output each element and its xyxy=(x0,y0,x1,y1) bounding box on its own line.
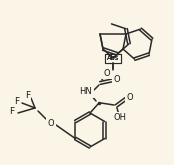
Text: O: O xyxy=(48,119,54,129)
FancyBboxPatch shape xyxy=(105,53,121,63)
Text: F: F xyxy=(9,108,15,116)
FancyBboxPatch shape xyxy=(105,53,121,63)
Text: F: F xyxy=(14,97,19,105)
Text: OH: OH xyxy=(113,114,126,122)
Text: HN: HN xyxy=(80,87,92,97)
Text: O: O xyxy=(48,119,54,129)
Text: O: O xyxy=(114,75,120,83)
Text: O: O xyxy=(127,93,133,101)
Text: O: O xyxy=(104,68,110,78)
Text: HN: HN xyxy=(80,87,92,97)
Text: O: O xyxy=(104,68,110,78)
Text: OH: OH xyxy=(113,114,126,122)
Text: Abs: Abs xyxy=(107,55,119,61)
Text: Abs: Abs xyxy=(107,55,119,61)
Text: O: O xyxy=(127,93,133,101)
Text: O: O xyxy=(114,75,120,83)
Text: F: F xyxy=(25,90,31,99)
